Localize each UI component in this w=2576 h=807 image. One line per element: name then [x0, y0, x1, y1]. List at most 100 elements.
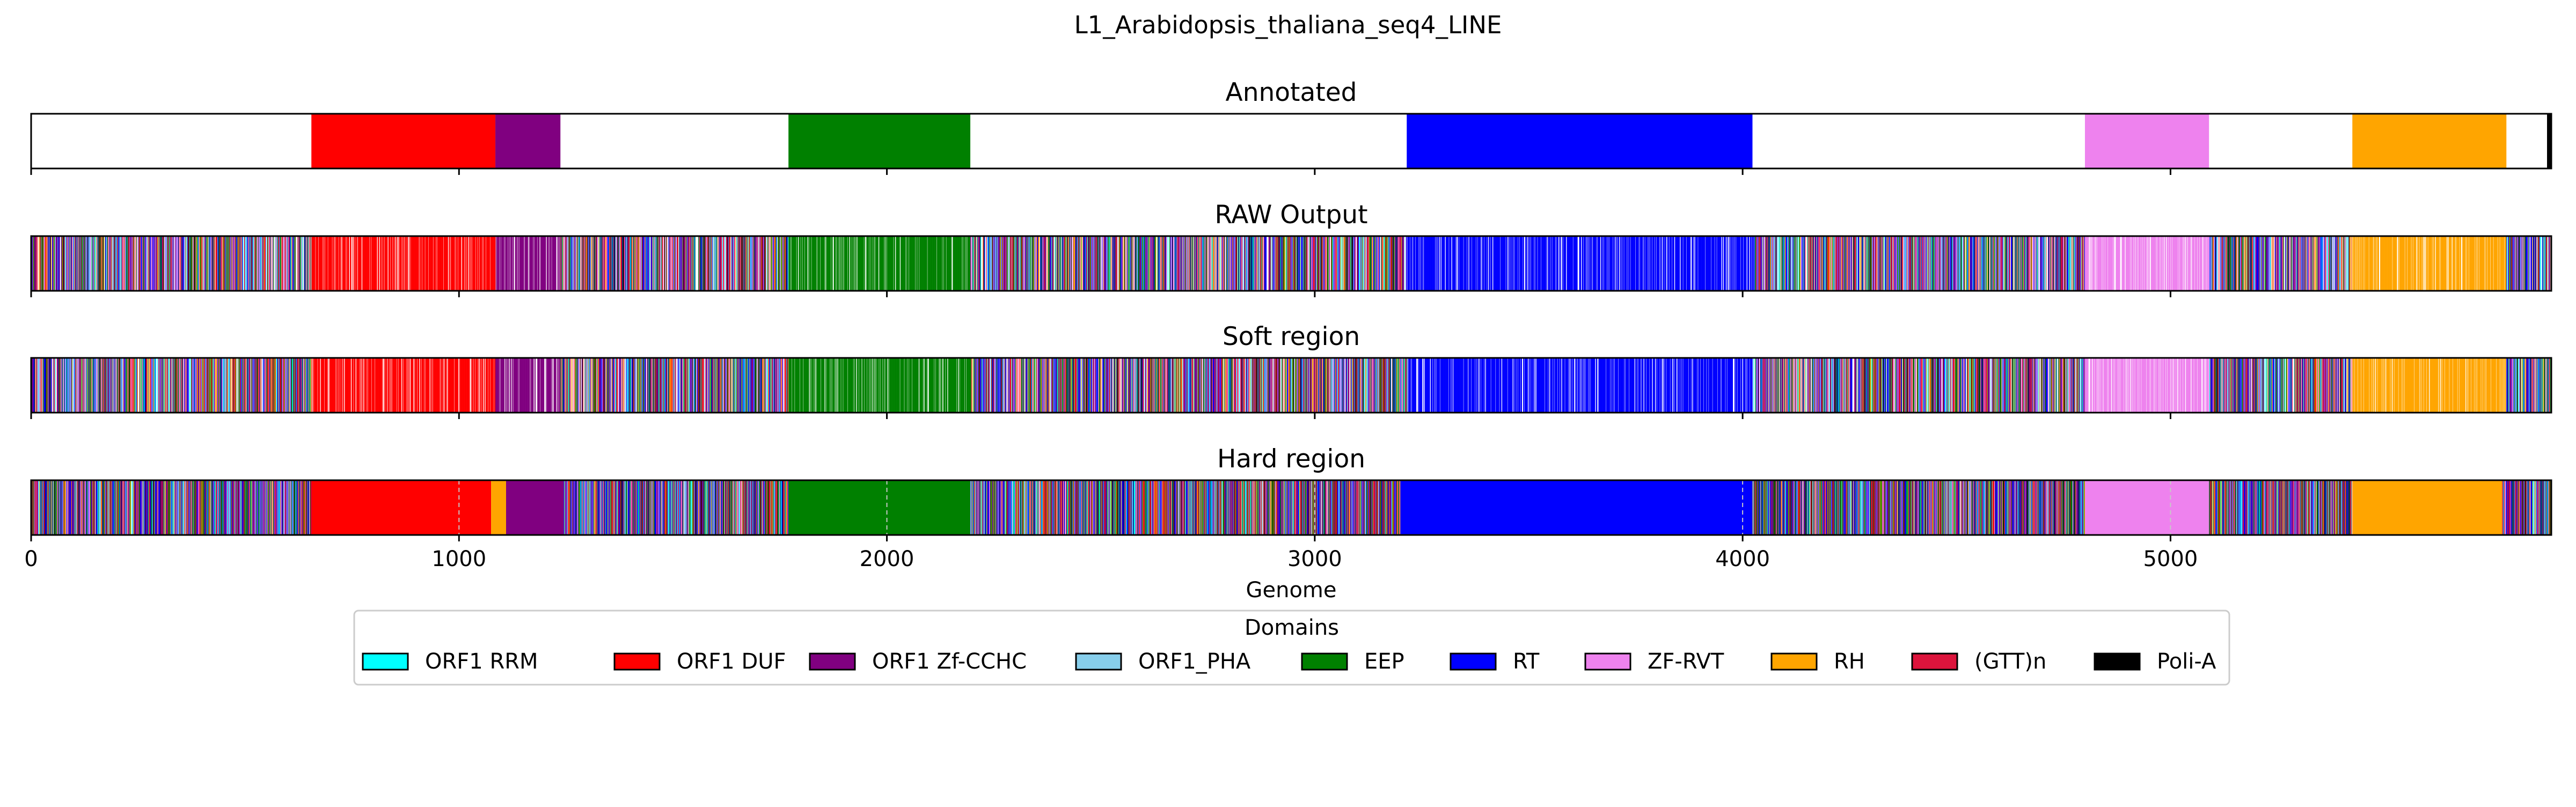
- position-bar: [545, 236, 546, 291]
- position-bar: [1166, 236, 1167, 291]
- position-bar: [1856, 236, 1857, 291]
- position-bar: [1379, 236, 1380, 291]
- position-bar: [322, 236, 323, 291]
- position-bar: [239, 236, 240, 291]
- position-bar: [1508, 236, 1509, 291]
- position-bar: [165, 236, 166, 291]
- position-bar: [523, 236, 524, 291]
- position-bar: [1933, 236, 1934, 291]
- position-bar: [2136, 236, 2137, 291]
- position-bar: [2230, 236, 2231, 291]
- position-bar: [652, 236, 653, 291]
- position-bar: [819, 236, 820, 291]
- position-bar: [2237, 236, 2238, 291]
- position-bar: [843, 236, 844, 291]
- position-bar: [2322, 236, 2323, 291]
- position-bar: [2268, 236, 2269, 291]
- position-bar: [883, 236, 884, 291]
- position-bar: [787, 236, 788, 291]
- position-bar: [2478, 236, 2479, 291]
- position-bar: [1752, 236, 1753, 291]
- position-bar: [101, 358, 102, 413]
- position-bar: [2165, 236, 2166, 291]
- position-bar: [2224, 236, 2225, 291]
- position-bar: [370, 236, 371, 291]
- position-bar: [1121, 236, 1122, 291]
- position-bar: [1332, 236, 1333, 291]
- position-bar: [1208, 236, 1209, 291]
- position-bar: [1638, 236, 1639, 291]
- position-bar: [242, 236, 243, 291]
- position-bar: [315, 236, 316, 291]
- position-bar: [874, 236, 875, 291]
- position-bar: [127, 358, 128, 413]
- position-bar: [986, 236, 987, 291]
- position-bar: [2459, 236, 2460, 291]
- position-bar: [436, 236, 437, 291]
- position-bar: [1007, 236, 1008, 291]
- position-bar: [147, 358, 148, 413]
- position-bar: [962, 236, 963, 291]
- position-bar: [1480, 236, 1481, 291]
- position-bar: [518, 236, 519, 291]
- position-bar: [2226, 236, 2227, 291]
- position-bar: [1537, 236, 1538, 291]
- position-bar: [1697, 236, 1698, 291]
- position-bar: [549, 236, 550, 291]
- position-bar: [1422, 236, 1423, 291]
- position-bar: [1577, 236, 1578, 291]
- position-bar: [1403, 236, 1404, 291]
- position-bar: [2263, 236, 2264, 291]
- position-bar: [231, 236, 232, 291]
- position-bar: [41, 358, 42, 413]
- position-bar: [141, 236, 142, 291]
- position-bar: [188, 358, 189, 413]
- position-bar: [2376, 236, 2377, 291]
- position-bar: [2159, 236, 2160, 291]
- position-bar: [1314, 236, 1315, 291]
- position-bar: [2344, 236, 2345, 291]
- position-bar: [1935, 236, 1936, 291]
- position-bar: [489, 236, 490, 291]
- position-bar: [1659, 236, 1660, 291]
- position-bar: [1471, 236, 1472, 291]
- position-bar: [1505, 236, 1506, 291]
- position-bar: [884, 236, 885, 291]
- position-bar: [1210, 236, 1211, 291]
- position-bar: [136, 236, 137, 291]
- position-bar: [2513, 236, 2514, 291]
- position-bar: [1456, 236, 1457, 291]
- position-bar: [340, 236, 341, 291]
- position-bar: [832, 236, 833, 291]
- position-bar: [1898, 236, 1899, 291]
- position-bar: [701, 236, 702, 291]
- position-bar: [1266, 236, 1267, 291]
- position-bar: [455, 236, 456, 291]
- position-bar: [285, 236, 286, 291]
- position-bar: [504, 236, 505, 291]
- position-bar: [1389, 236, 1390, 291]
- segment-orf1-zf-cchc: [495, 114, 560, 168]
- position-bar: [1358, 236, 1359, 291]
- position-bar: [1026, 236, 1027, 291]
- position-bar: [1530, 236, 1531, 291]
- position-bar: [1336, 236, 1337, 291]
- position-bar: [2357, 236, 2358, 291]
- position-bar: [214, 236, 215, 291]
- position-bar: [1375, 236, 1376, 291]
- position-bar: [1133, 236, 1134, 291]
- position-bar: [2160, 236, 2161, 291]
- position-bar: [1994, 236, 1995, 291]
- position-bar: [830, 236, 831, 291]
- position-bar: [2171, 236, 2172, 291]
- position-bar: [797, 236, 798, 291]
- position-bar: [485, 236, 486, 291]
- position-bar: [2466, 236, 2467, 291]
- position-bar: [716, 236, 717, 291]
- position-bar: [2186, 236, 2187, 291]
- position-bar: [2163, 236, 2164, 291]
- position-bar: [324, 236, 325, 291]
- position-bar: [1902, 236, 1903, 291]
- position-bar: [2075, 236, 2076, 291]
- position-bar: [1773, 236, 1774, 291]
